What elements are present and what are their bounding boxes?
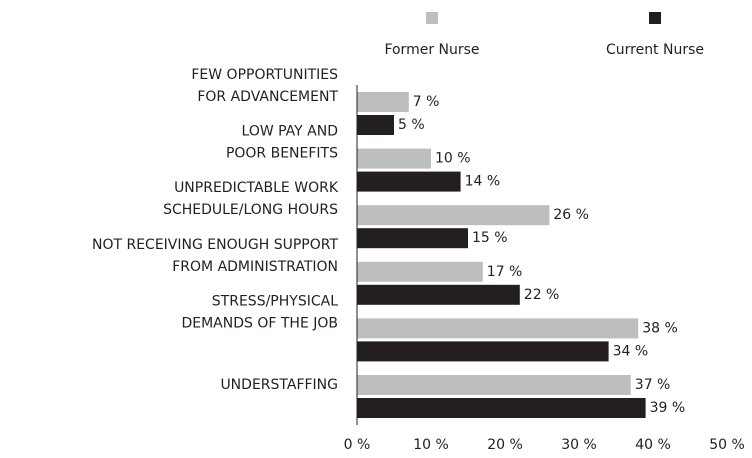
bar [357,375,631,395]
x-tick-label: 10 % [413,437,449,453]
x-tick-label: 30 % [561,437,597,453]
category-label: POOR BENEFITS [226,146,338,162]
value-label: 39 % [650,400,686,416]
bar [357,171,461,192]
x-tick-label: 0 % [344,437,371,453]
value-label: 17 % [487,264,523,280]
category-label: DEMANDS OF THE JOB [181,315,338,331]
x-tick-label: 40 % [635,437,671,453]
value-label: 7 % [413,94,440,110]
value-label: 26 % [553,207,589,223]
value-label: 15 % [472,230,508,246]
bar [357,341,609,362]
bar [357,205,550,226]
x-tick-label: 50 % [709,437,745,453]
value-label: 37 % [635,377,671,393]
bar [357,228,468,249]
category-label: FEW OPPORTUNITIES [191,67,338,83]
category-label: FOR ADVANCEMENT [197,89,338,105]
value-label: 22 % [524,287,560,303]
bar [357,92,409,112]
category-label: SCHEDULE/LONG HOURS [163,202,338,218]
legend-swatch [649,12,661,24]
bar [357,148,431,169]
category-label: UNPREDICTABLE WORK [174,180,339,196]
category-label: LOW PAY AND [242,124,338,140]
category-label: FROM ADMINISTRATION [172,259,338,275]
bar [357,284,520,305]
value-label: 5 % [398,117,425,133]
value-label: 14 % [465,174,501,190]
category-label: NOT RECEIVING ENOUGH SUPPORT [92,237,338,253]
value-label: 34 % [613,343,649,359]
legend-label: Current Nurse [606,42,704,58]
category-label: STRESS/PHYSICAL [212,293,338,309]
category-label: UNDERSTAFFING [220,377,338,393]
value-label: 38 % [642,320,678,336]
bar [357,115,394,135]
legend-swatch [426,12,438,24]
bar [357,398,646,418]
bar [357,261,483,282]
value-label: 10 % [435,151,471,167]
bar [357,318,639,339]
x-tick-label: 20 % [487,437,523,453]
legend-label: Former Nurse [384,42,479,58]
